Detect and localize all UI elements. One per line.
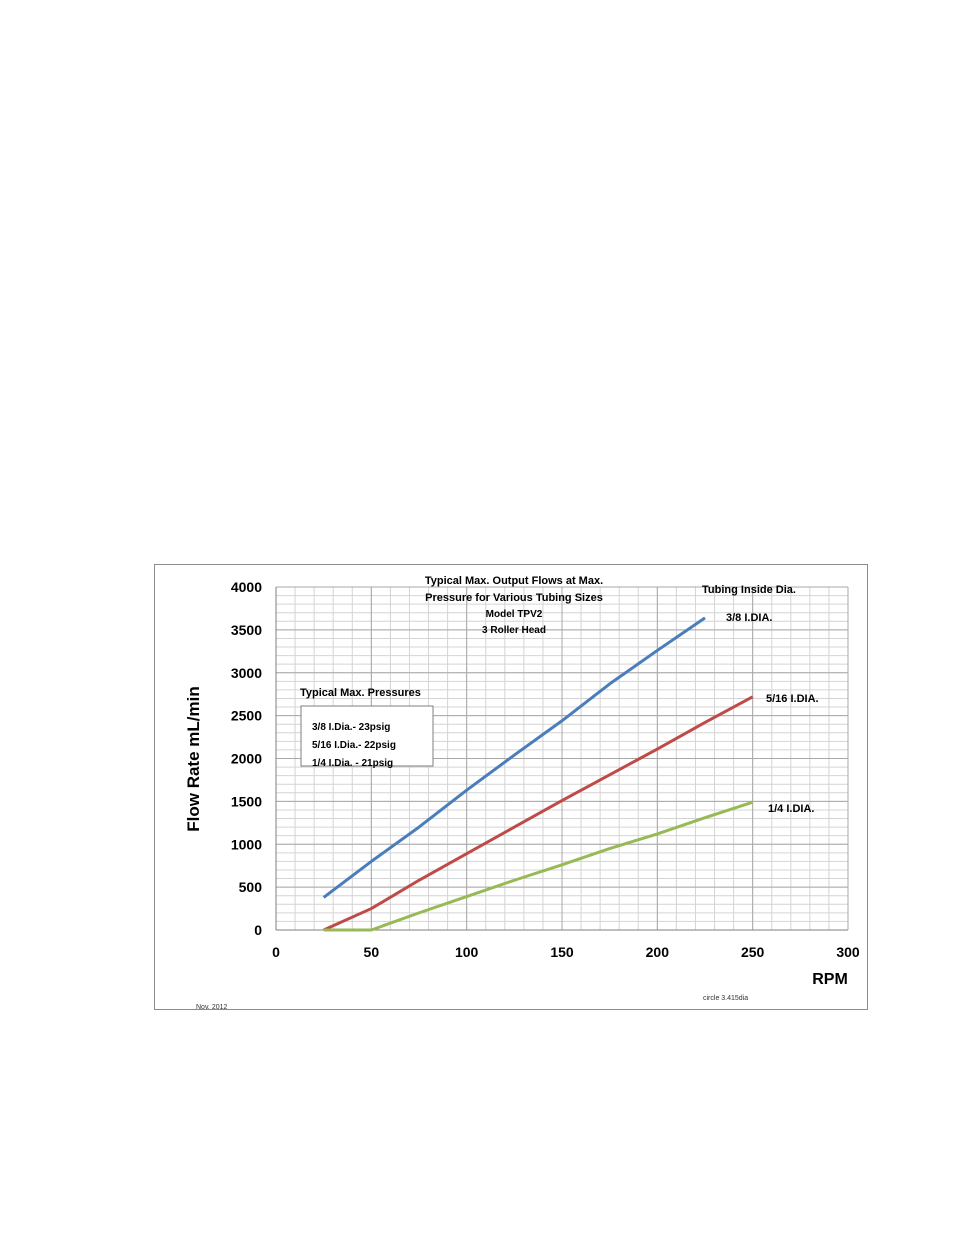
chart-subtitle-line-2: 3 Roller Head <box>482 625 546 636</box>
x-tick-label: 100 <box>455 944 479 960</box>
pressure-box-line: 5/16 I.Dia.- 22psig <box>312 740 396 751</box>
flow-rate-chart: 0 50 100 150 200 250 3000500100015002000250030… <box>184 575 860 1011</box>
x-tick-label: 0 <box>272 944 280 960</box>
y-axis-title: Flow Rate mL/min <box>184 686 203 831</box>
y-tick-label: 4000 <box>231 579 262 595</box>
y-tick-label: 500 <box>239 879 263 895</box>
series-line-3 <box>323 800 754 932</box>
y-tick-label: 1500 <box>231 793 262 809</box>
y-tick-label: 0 <box>254 922 262 938</box>
series-label-3: 1/4 I.DIA. <box>768 803 814 815</box>
x-tick-label: 300 <box>836 944 860 960</box>
x-tick-label: 50 <box>364 944 380 960</box>
series-label-2: 5/16 I.DIA. <box>766 693 819 705</box>
chart-title-line-2: Pressure for Various Tubing Sizes <box>425 592 603 604</box>
pressure-box <box>300 705 434 767</box>
series-label-1: 3/8 I.DIA. <box>726 612 772 624</box>
x-tick-label: 250 <box>741 944 765 960</box>
footer-left-note: Nov. 2012 <box>196 1004 227 1011</box>
series-line-1 <box>322 616 706 899</box>
chart-subtitle-line-1: Model TPV2 <box>486 609 543 620</box>
y-tick-label: 2000 <box>231 751 262 767</box>
y-tick-label: 3000 <box>231 665 262 681</box>
pressure-box-title: Typical Max. Pressures <box>300 687 421 699</box>
chart-title-line-1: Typical Max. Output Flows at Max. <box>425 575 603 587</box>
chart-frame: 0 50 100 150 200 250 300 0 500 1000 1500 2000 2500 30… <box>154 564 868 1011</box>
x-tick-label: 150 <box>550 944 574 960</box>
x-tick-label: 200 <box>646 944 670 960</box>
series-line-2 <box>323 695 754 932</box>
x-axis-title: RPM <box>812 971 848 988</box>
y-tick-label: 2500 <box>231 708 262 724</box>
legend-title: Tubing Inside Dia. <box>702 584 796 596</box>
y-tick-label: 3500 <box>231 622 262 638</box>
footer-right-note: circle 3.415dia <box>703 995 748 1002</box>
pressure-box-line: 3/8 I.Dia.- 23psig <box>312 722 390 733</box>
pressure-box-line: 1/4 I.Dia. - 21psig <box>312 758 393 769</box>
y-tick-label: 1000 <box>231 836 262 852</box>
